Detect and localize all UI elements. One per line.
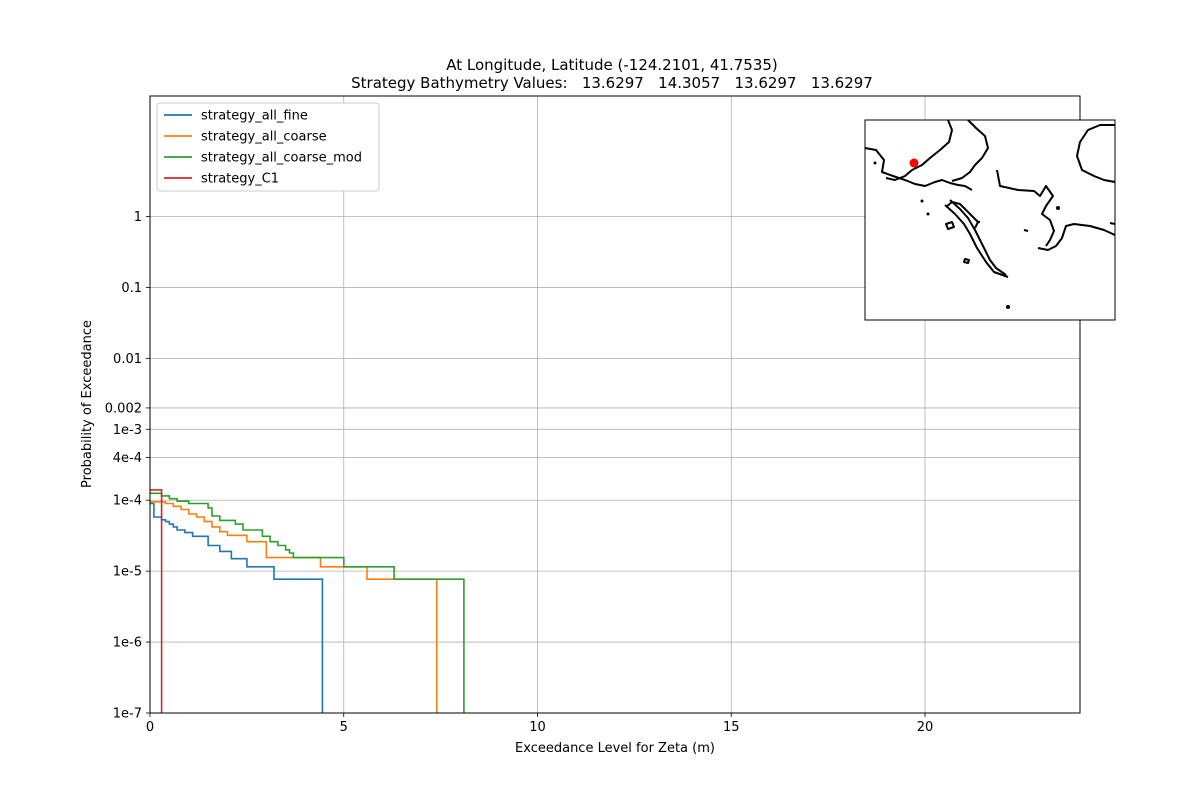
y-tick-label: 4e-4: [113, 451, 142, 466]
islet-dot-1: [873, 161, 877, 165]
series-line-strategy-all-coarse: [150, 501, 438, 713]
inset-map-frame: [864, 119, 1116, 321]
plot-lines: [150, 489, 465, 713]
islet-1: [945, 221, 955, 230]
series-line-strategy-all-fine: [150, 502, 324, 713]
series-line-strategy-C1: [150, 489, 163, 713]
y-axis: 1e-7 1e-6 1e-5 1e-4 4e-4 1e-3 0.002 0.01 0.1 1: [105, 210, 150, 722]
y-axis-label: Probability of Exceedance: [80, 320, 95, 488]
islet-dot-3: [926, 212, 930, 216]
legend-entry-label: strategy_all_coarse_mod: [201, 151, 362, 166]
islet-3: [1023, 229, 1029, 232]
islet-2: [963, 258, 970, 264]
estuary-edge: [949, 199, 1007, 276]
islet-dot-5: [1056, 206, 1060, 210]
y-tick-label: 0.002: [105, 401, 142, 416]
x-axis-label: Exceedance Level for Zeta (m): [515, 741, 715, 756]
islet-dot-6: [977, 220, 981, 224]
river-channel-left: [885, 119, 953, 181]
islet-dot-4: [1006, 305, 1010, 309]
legend-entry-label: strategy_all_fine: [201, 109, 308, 124]
y-tick-label: 1e-5: [113, 565, 142, 580]
y-tick-label: 1e-3: [113, 423, 142, 438]
station-location-marker: [909, 158, 919, 168]
x-tick-label: 15: [723, 720, 740, 735]
chart-subtitle: Strategy Bathymetry Values: 13.6297 14.3…: [351, 74, 873, 92]
river-channel-upper: [951, 119, 989, 182]
coastline-dots: [873, 161, 1060, 309]
y-tick-label: 0.01: [113, 352, 142, 367]
legend-box: [156, 102, 380, 192]
y-tick-label: 1e-7: [113, 707, 142, 722]
islet-4: [1109, 222, 1116, 225]
chart-title: At Longitude, Latitude (-124.2101, 41.75…: [446, 56, 778, 74]
y-tick-label: 0.1: [121, 281, 142, 296]
plot-frame: [149, 95, 1081, 714]
coastline-east: [996, 169, 1055, 247]
inset-map: [864, 119, 1116, 321]
y-tick-label: 1: [134, 210, 142, 225]
x-axis: 0 5 10 15 20: [146, 713, 933, 735]
x-tick-label: 10: [529, 720, 546, 735]
coastline-outlines: [864, 119, 1116, 278]
grid: [149, 96, 1080, 714]
islet-dot-2: [920, 199, 924, 203]
x-tick-label: 5: [340, 720, 348, 735]
coastline-main: [864, 147, 973, 191]
series-line-strategy-all-coarse-mod: [150, 492, 465, 713]
x-tick-label: 20: [917, 720, 934, 735]
lake-outline: [1076, 124, 1116, 183]
y-tick-label: 1e-4: [113, 494, 142, 509]
legend-entry-label: strategy_C1: [201, 172, 279, 187]
x-tick-label: 0: [146, 720, 154, 735]
y-tick-label: 1e-6: [113, 636, 142, 651]
legend: strategy_all_fine strategy_all_coarsestra…: [156, 102, 380, 192]
bay-shore: [1037, 223, 1116, 251]
legend-entry-label: strategy_all_coarse: [201, 130, 327, 145]
estuary-channel: [944, 204, 1009, 278]
